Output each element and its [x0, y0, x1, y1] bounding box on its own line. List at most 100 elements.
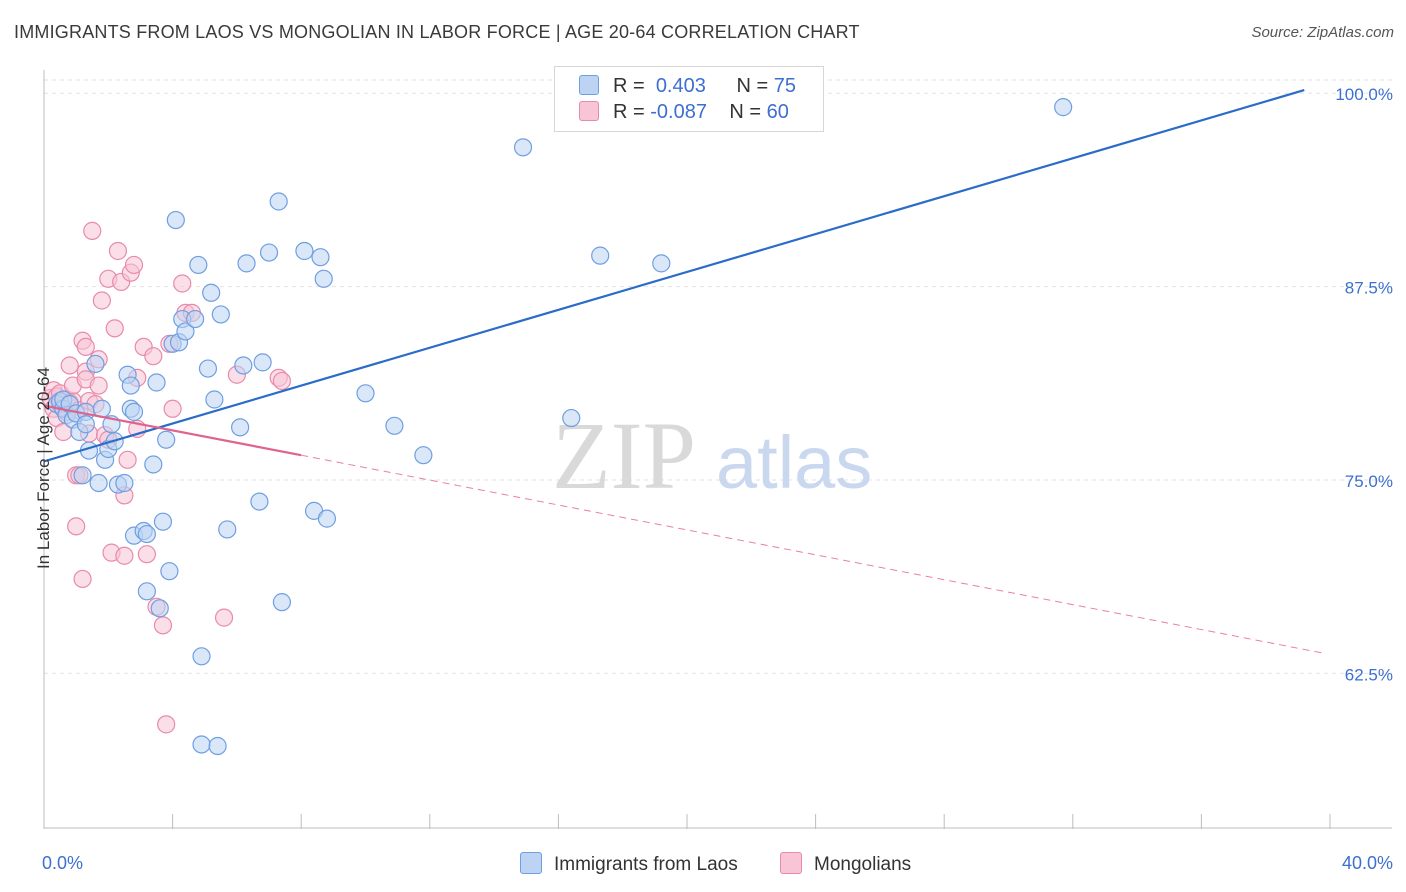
data-point-laos — [269, 192, 288, 211]
legend-swatch-mongolians — [579, 101, 599, 121]
trend-line-laos — [43, 89, 1305, 463]
stats-row-laos: R = 0.403 N = 75 — [579, 75, 796, 101]
data-point-mongolians — [76, 337, 95, 357]
y-axis-label: In Labor Force | Age 20-64 — [34, 367, 53, 569]
data-point-laos — [317, 509, 337, 528]
data-point-laos — [89, 473, 108, 493]
data-point-laos — [652, 254, 671, 273]
data-point-laos — [414, 446, 433, 465]
data-point-laos — [562, 408, 581, 428]
axes — [43, 70, 1392, 829]
data-point-mongolians — [83, 221, 102, 240]
legend-item-mongolians[interactable]: Mongolians — [780, 852, 911, 876]
data-point-laos — [259, 243, 279, 262]
data-point-laos — [231, 418, 250, 437]
data-point-laos — [314, 269, 333, 288]
y-tick-label: 62.5% — [1345, 665, 1393, 684]
data-point-laos — [192, 735, 211, 754]
data-point-laos — [192, 647, 211, 666]
data-point-laos — [115, 473, 134, 493]
data-point-laos — [311, 248, 330, 267]
trend-line-mongolians-extrapolated — [301, 454, 1324, 654]
data-point-laos — [272, 593, 292, 612]
grid-lines — [44, 79, 1392, 674]
y-tick-label: 100.0% — [1335, 85, 1393, 104]
data-point-laos — [356, 384, 375, 403]
data-point-laos — [147, 373, 166, 392]
legend-label-laos: Immigrants from Laos — [554, 854, 738, 875]
data-point-laos — [166, 210, 185, 230]
data-point-laos — [218, 520, 237, 539]
data-point-laos — [211, 305, 230, 324]
y-tick-label: 87.5% — [1345, 279, 1393, 298]
x-tick-label: 0.0% — [42, 853, 83, 873]
data-point-mongolians — [60, 356, 79, 375]
data-point-laos — [186, 309, 205, 329]
data-point-laos — [205, 390, 224, 409]
data-point-laos — [153, 512, 173, 531]
tick-labels: 62.5% 75.0% 87.5% 100.0% 0.0% 40.0% — [42, 85, 1393, 873]
data-point-mongolians — [108, 241, 128, 261]
data-point-mongolians — [144, 347, 163, 366]
data-point-mongolians — [92, 291, 111, 310]
n-value-mongolians: 60 — [766, 101, 789, 123]
data-point-mongolians — [214, 608, 234, 627]
data-point-laos — [513, 138, 533, 157]
data-point-mongolians — [153, 616, 173, 635]
data-point-laos — [202, 283, 221, 302]
x-tick-label: 40.0% — [1342, 853, 1393, 873]
r-value-mongolians: -0.087 — [650, 101, 707, 123]
legend-swatch-mongolians — [780, 852, 802, 874]
r-label: R = — [613, 75, 645, 97]
stats-legend: R = 0.403 N = 75 R = -0.087 N = 60 — [554, 66, 824, 132]
data-point-laos — [137, 582, 156, 601]
legend-swatch-laos — [579, 75, 599, 95]
data-point-mongolians — [173, 274, 192, 293]
data-point-laos — [591, 246, 610, 265]
data-point-mongolians — [105, 319, 124, 338]
data-point-mongolians — [137, 545, 156, 564]
data-point-laos — [176, 322, 195, 341]
data-point-laos — [295, 241, 314, 261]
data-point-laos — [150, 599, 169, 618]
series-laos — [47, 98, 1073, 756]
data-point-mongolians — [272, 371, 292, 391]
source-label: Source: ZipAtlas.com — [1251, 24, 1394, 41]
data-point-mongolians — [118, 450, 137, 469]
data-point-laos — [121, 376, 140, 395]
n-label: N = — [729, 101, 762, 123]
legend-item-laos[interactable]: Immigrants from Laos — [520, 852, 738, 876]
trend-lines — [43, 89, 1324, 654]
data-point-laos — [208, 736, 227, 756]
chart-title: IMMIGRANTS FROM LAOS VS MONGOLIAN IN LAB… — [14, 22, 860, 42]
y-tick-label: 75.0% — [1345, 472, 1393, 491]
data-point-laos — [157, 430, 176, 449]
data-point-laos — [250, 492, 269, 511]
data-point-mongolians — [124, 255, 144, 275]
data-point-laos — [76, 415, 95, 434]
r-value-laos: 0.403 — [655, 75, 706, 97]
watermark: ZIP atlas — [552, 402, 872, 509]
data-point-laos — [385, 416, 404, 435]
data-point-laos — [144, 455, 163, 474]
data-point-mongolians — [163, 399, 182, 418]
data-point-mongolians — [115, 546, 134, 565]
n-label: N = — [736, 75, 769, 97]
data-point-laos — [237, 254, 256, 273]
legend-swatch-laos — [520, 852, 542, 874]
data-point-laos — [234, 356, 253, 375]
trend-line-mongolians — [43, 404, 302, 457]
data-point-laos — [137, 524, 156, 544]
legend-label-mongolians: Mongolians — [814, 854, 912, 875]
watermark-atlas: atlas — [716, 421, 872, 504]
data-point-laos — [1054, 98, 1073, 117]
n-value-laos: 75 — [773, 75, 796, 97]
data-point-mongolians — [67, 517, 86, 536]
data-point-laos — [160, 562, 179, 581]
data-point-mongolians — [89, 376, 108, 395]
data-point-laos — [86, 354, 105, 374]
data-point-laos — [189, 255, 208, 275]
data-point-laos — [124, 402, 144, 421]
data-point-laos — [198, 359, 218, 378]
